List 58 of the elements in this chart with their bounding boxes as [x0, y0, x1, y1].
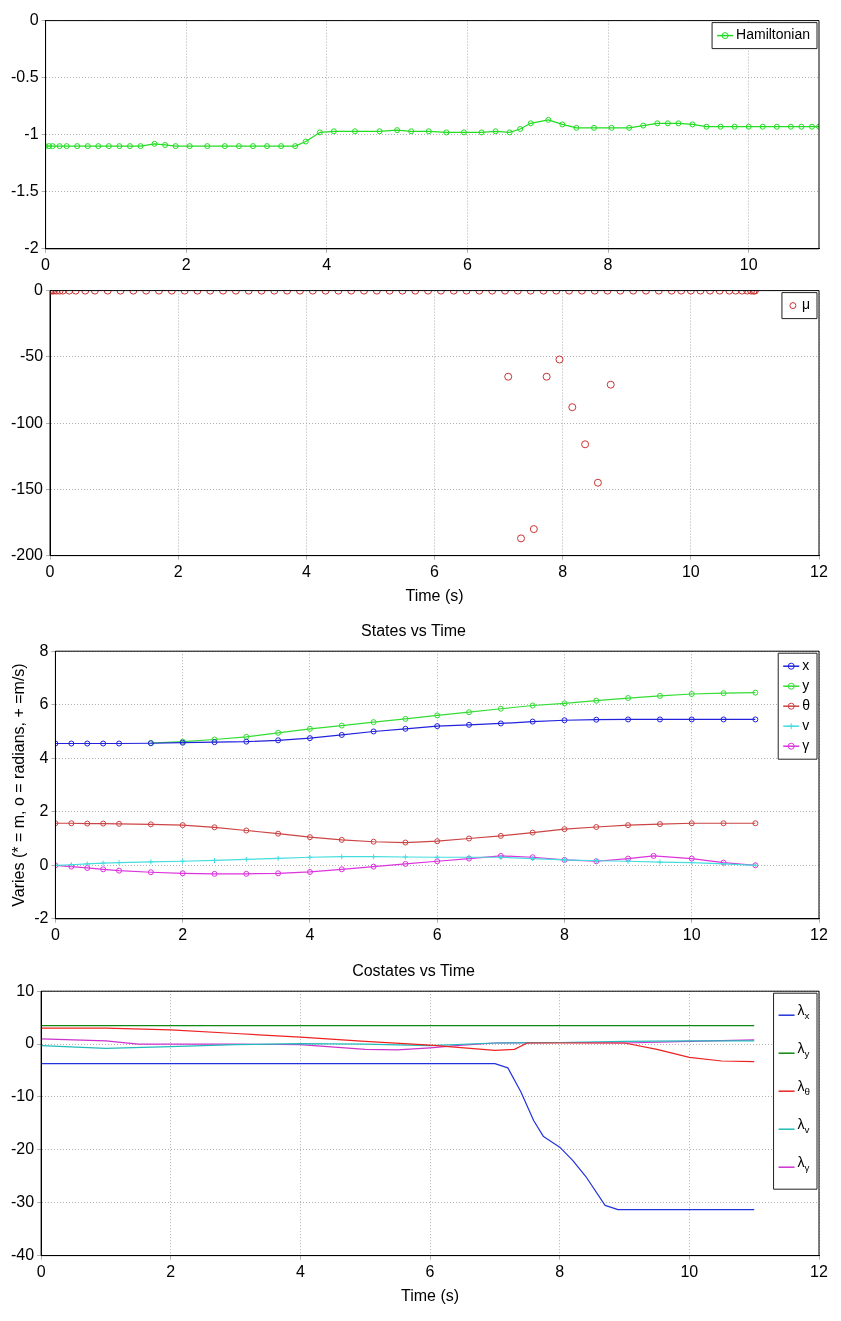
y-tick-label: -2 — [24, 239, 39, 257]
y-tick-label: -100 — [10, 413, 44, 431]
x-tick-label: 4 — [322, 255, 332, 273]
x-tick-label: 10 — [739, 255, 758, 273]
legend-label: Hamiltonian — [736, 26, 811, 43]
legend-label: μ — [801, 296, 811, 313]
legend-label: x — [802, 657, 810, 674]
x-tick-label: 0 — [50, 925, 60, 943]
y-tick-label: -10 — [11, 1087, 35, 1105]
y-tick-label: 10 — [16, 981, 35, 999]
legend-label: γ — [802, 737, 810, 754]
y-tick-label: 0 — [39, 855, 49, 873]
x-tick-label: 10 — [682, 925, 701, 943]
x-tick-label: 6 — [425, 1262, 435, 1280]
x-tick-label: 10 — [680, 1262, 699, 1280]
x-tick-label: 2 — [178, 925, 188, 943]
y-tick-label: 0 — [34, 281, 44, 299]
x-tick-label: 6 — [432, 925, 442, 943]
y-tick-label: -150 — [10, 479, 44, 497]
x-tick-label: 4 — [301, 562, 311, 580]
y-tick-label: 2 — [39, 802, 49, 820]
y-tick-label: 8 — [39, 641, 49, 659]
x-tick-label: 12 — [810, 562, 828, 580]
y-tick-label: -40 — [11, 1246, 35, 1264]
legend-label: v — [802, 717, 810, 734]
y-tick-label: 6 — [39, 695, 49, 713]
chart-title: Costates vs Time — [352, 962, 475, 980]
x-tick-label: 6 — [430, 562, 440, 580]
y-tick-label: 4 — [39, 748, 49, 766]
x-tick-label: 8 — [555, 1262, 565, 1280]
x-tick-label: 4 — [305, 925, 315, 943]
y-tick-label: -30 — [11, 1193, 35, 1211]
chart-title: States vs Time — [361, 622, 467, 640]
y-axis-title: Varies (* = m, o = radians, + =m/s) — [10, 663, 28, 907]
x-tick-label: 2 — [166, 1262, 176, 1280]
y-tick-label: -20 — [11, 1140, 35, 1158]
x-tick-label: 12 — [810, 1262, 828, 1280]
legend-label: y — [802, 677, 810, 694]
x-tick-label: 10 — [681, 562, 700, 580]
x-tick-label: 12 — [810, 925, 828, 943]
x-tick-label: 2 — [173, 562, 183, 580]
y-tick-label: -50 — [19, 347, 44, 365]
y-tick-label: -1.5 — [10, 182, 39, 200]
y-tick-label: -0.5 — [10, 68, 39, 86]
y-tick-label: 0 — [25, 1034, 35, 1052]
legend-label: θ — [802, 697, 811, 714]
x-tick-label: 6 — [462, 255, 472, 273]
y-tick-label: -200 — [10, 546, 44, 564]
x-tick-label: 2 — [181, 255, 191, 273]
x-tick-label: 8 — [558, 562, 568, 580]
x-tick-label: 8 — [603, 255, 613, 273]
x-tick-label: 4 — [295, 1262, 305, 1280]
x-axis-title: Time (s) — [401, 1286, 460, 1304]
x-tick-label: 8 — [560, 925, 570, 943]
y-tick-label: 0 — [29, 11, 39, 29]
x-axis-title: Time (s) — [405, 586, 464, 604]
y-tick-label: -1 — [24, 125, 39, 143]
y-tick-label: -2 — [34, 909, 49, 927]
